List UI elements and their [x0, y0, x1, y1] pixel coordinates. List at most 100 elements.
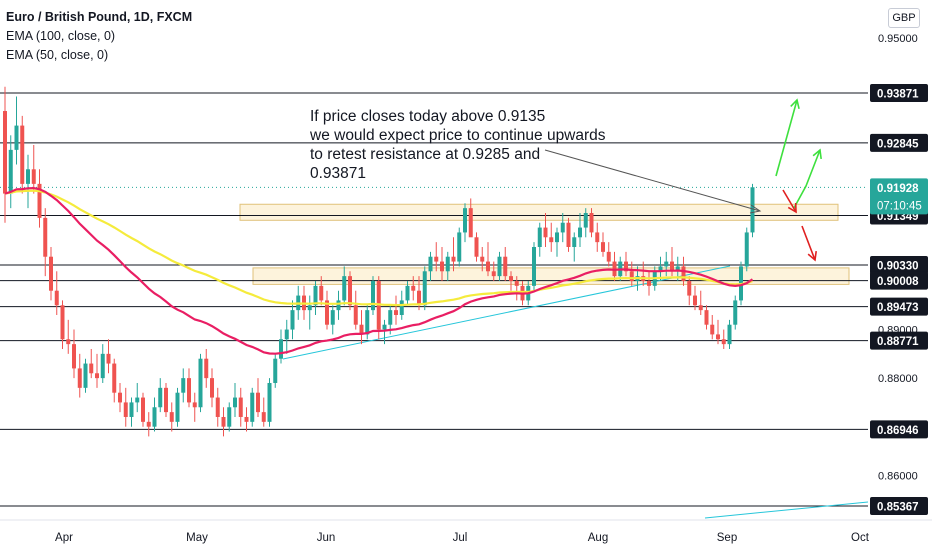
- candle: [37, 169, 42, 228]
- candle: [359, 310, 364, 345]
- candle-body: [221, 416, 226, 427]
- candle: [261, 397, 266, 427]
- candle-body: [8, 149, 13, 194]
- note-line: to retest resistance at 0.9285 and: [310, 146, 541, 163]
- candle: [164, 382, 168, 417]
- candle-body: [72, 344, 76, 369]
- candle-body: [152, 407, 157, 427]
- candle-body: [624, 261, 628, 272]
- candle-body: [566, 222, 571, 248]
- candle: [716, 319, 720, 345]
- candle: [664, 251, 669, 277]
- candle-body: [537, 227, 542, 248]
- candle: [704, 305, 709, 330]
- level-price-label: 0.90330: [877, 260, 919, 272]
- candle: [445, 251, 450, 281]
- candle-body: [440, 261, 444, 272]
- candle-body: [721, 339, 726, 345]
- candle: [158, 378, 163, 413]
- chart-legend: Euro / British Pound, 1D, FXCM EMA (100,…: [6, 8, 192, 65]
- candle-body: [49, 256, 53, 291]
- callout-line: [544, 149, 761, 212]
- candle: [129, 397, 134, 427]
- candle: [330, 305, 335, 335]
- candle: [537, 222, 542, 257]
- candle-body: [664, 261, 669, 267]
- level-price-tag: [870, 133, 928, 152]
- candle-body: [348, 276, 352, 306]
- candle: [3, 86, 7, 223]
- green-arrow-lower-head: [812, 148, 822, 160]
- ema50-line: [4, 186, 754, 355]
- candle-body: [342, 276, 347, 301]
- candle-body: [422, 271, 427, 306]
- candle: [721, 329, 726, 349]
- candle: [532, 242, 536, 291]
- candle-body: [279, 339, 283, 359]
- candle-body: [629, 271, 634, 281]
- price-tick-label: 0.86000: [878, 470, 918, 482]
- candle: [204, 348, 209, 388]
- candle-body: [175, 392, 180, 422]
- candle-body: [474, 237, 479, 257]
- candle-body: [503, 256, 508, 277]
- candle: [543, 213, 548, 248]
- currency-button[interactable]: GBP: [888, 8, 920, 28]
- candle-body: [238, 397, 243, 417]
- candle-body: [417, 290, 421, 306]
- note-line: 0.93871: [310, 165, 367, 182]
- ema50-legend[interactable]: EMA (50, close, 0): [6, 48, 109, 62]
- candle: [710, 314, 715, 340]
- candle: [624, 251, 628, 277]
- candle-body: [330, 310, 335, 325]
- candle-body: [532, 247, 536, 286]
- candle-body: [497, 256, 502, 277]
- candle-body: [445, 256, 450, 272]
- level-price-label: 0.89473: [877, 302, 919, 314]
- candle: [106, 339, 111, 374]
- candle-body: [313, 285, 318, 306]
- candle: [112, 358, 117, 403]
- candle-body: [388, 310, 393, 325]
- candle-body: [480, 256, 485, 262]
- candle-body: [543, 227, 548, 238]
- candle: [474, 232, 479, 262]
- symbol-title[interactable]: Euro / British Pound, 1D, FXCM: [6, 10, 193, 24]
- candle-body: [215, 397, 220, 417]
- candle-body: [595, 232, 600, 243]
- time-tick-label: May: [186, 532, 208, 544]
- candle: [60, 300, 65, 349]
- candle-body: [658, 266, 663, 272]
- candle-body: [583, 213, 588, 228]
- level-price-tag: [870, 420, 928, 439]
- time-tick-label: Jul: [453, 532, 468, 544]
- candle-body: [353, 305, 358, 325]
- candle: [152, 397, 157, 432]
- candle-body: [606, 251, 611, 262]
- candle: [325, 290, 329, 330]
- candle: [141, 392, 145, 427]
- candle: [273, 353, 278, 388]
- candle: [595, 222, 600, 252]
- candle: [215, 387, 220, 427]
- candle-body: [411, 285, 416, 291]
- candle: [693, 285, 697, 311]
- ema100-legend[interactable]: EMA (100, close, 0): [6, 29, 116, 43]
- candle-body: [198, 358, 203, 408]
- candle: [100, 344, 105, 383]
- candle: [468, 198, 473, 238]
- candle: [49, 247, 53, 301]
- candle: [629, 261, 634, 286]
- candle-body: [428, 256, 433, 272]
- candle: [394, 295, 398, 325]
- candle-body: [261, 412, 266, 422]
- candle: [578, 213, 582, 248]
- green-arrow-upper-head: [790, 98, 800, 109]
- candle: [307, 295, 312, 330]
- candle-body: [319, 285, 324, 301]
- candle-body: [468, 208, 473, 238]
- trendline-lower: [704, 501, 869, 519]
- level-price-label: 0.93871: [877, 89, 919, 101]
